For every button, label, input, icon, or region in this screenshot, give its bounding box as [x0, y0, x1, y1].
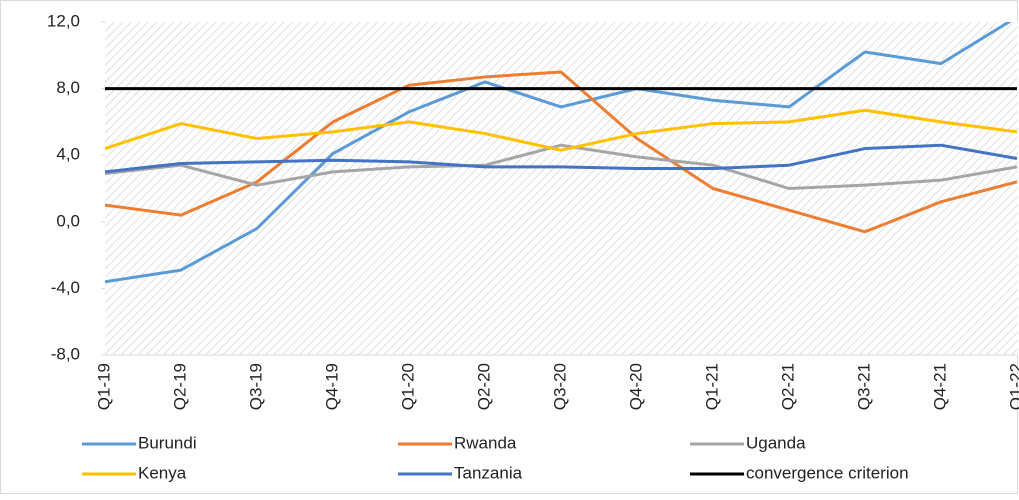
- x-tick-label: Q2-20: [474, 363, 493, 410]
- legend-label: Uganda: [746, 433, 806, 452]
- legend-label: Kenya: [138, 463, 187, 482]
- x-tick-label: Q4-19: [322, 363, 341, 410]
- x-tick-label: Q1-20: [398, 363, 417, 410]
- series-line: [105, 143, 1018, 190]
- legend-label: Tanzania: [454, 463, 523, 482]
- x-tick-label: Q1-21: [702, 363, 721, 410]
- x-tick-label: Q1-19: [94, 363, 113, 410]
- y-tick-label: 0,0: [56, 211, 80, 230]
- series-line: [105, 22, 1012, 284]
- series-line: [105, 70, 1018, 234]
- legend-label: Burundi: [138, 433, 197, 452]
- y-tick-label: -8,0: [51, 344, 80, 363]
- y-tick-label: 12,0: [47, 11, 80, 30]
- plot-area: [105, 22, 1018, 355]
- legend-label: convergence criterion: [746, 463, 909, 482]
- y-tick-label: 4,0: [56, 145, 80, 164]
- x-tick-label: Q2-19: [170, 363, 189, 410]
- x-tick-label: Q1-22: [1006, 363, 1019, 410]
- series-line: [105, 143, 1018, 174]
- x-tick-label: Q4-21: [930, 363, 949, 410]
- x-tick-label: Q3-21: [854, 363, 873, 410]
- y-tick-label: 8,0: [56, 78, 80, 97]
- x-tick-label: Q4-20: [626, 363, 645, 410]
- legend-label: Rwanda: [454, 433, 517, 452]
- x-tick-label: Q3-19: [246, 363, 265, 410]
- x-tick-label: Q3-20: [550, 363, 569, 410]
- series-line: [105, 108, 1018, 152]
- x-tick-label: Q2-21: [778, 363, 797, 410]
- y-tick-label: -4,0: [51, 278, 80, 297]
